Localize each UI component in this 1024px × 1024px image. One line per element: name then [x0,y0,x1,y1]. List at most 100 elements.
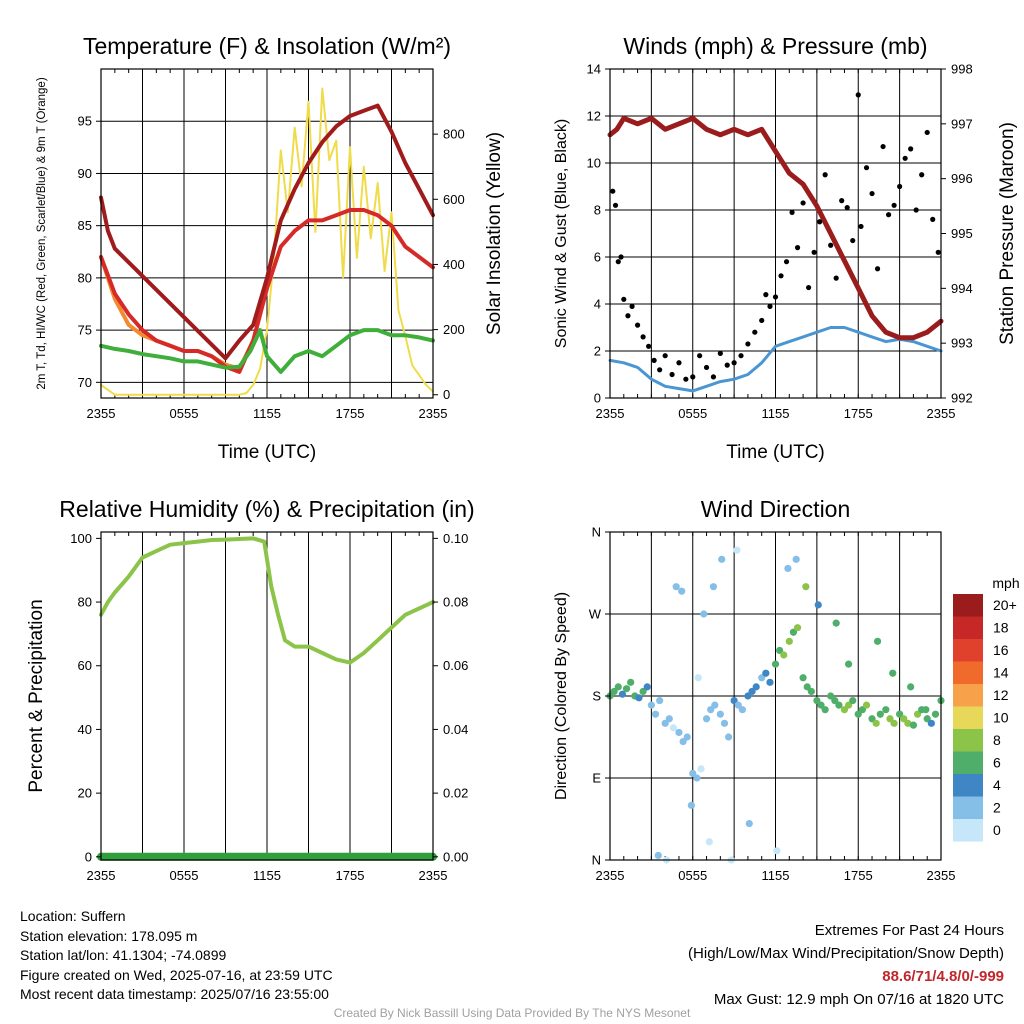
wind-direction-point [766,678,774,686]
wind-direction-point [889,669,897,677]
gust-point [800,200,806,206]
legend-label: 16 [993,642,1009,658]
x-tick-label: 2355 [596,868,625,883]
wind-direction-point [882,706,890,714]
gust-point [759,317,765,324]
y-tick-label: 80 [78,595,92,610]
winds-panel-title: Winds (mph) & Pressure (mb) [623,33,927,59]
x-tick-label: 2355 [87,406,116,421]
station-info: Location: Suffern Station elevation: 178… [20,907,333,1005]
wind-direction-point [622,685,631,693]
y-tick-label: 80 [78,270,92,285]
wind-direction-point [665,715,673,723]
gust-point [869,190,875,197]
wind-direction-point [627,678,635,686]
gust-point [789,209,795,215]
wind-direction-point [748,687,756,696]
y-tick-label: 95 [78,114,92,129]
gust-point [880,143,886,150]
y2-tick-label: 200 [443,322,465,337]
y-tick-label: 75 [78,323,92,338]
direction-y-label: Direction (Colored By Speed) [553,592,570,800]
y-tick-label: 40 [78,722,92,737]
gust-point [817,219,823,225]
y2-tick-label: 998 [951,62,973,77]
wind-direction-point [689,769,697,778]
y2-tick-label: 0.02 [443,786,468,801]
legend-label: 18 [993,620,1009,636]
y2-tick-label: 0 [443,387,450,402]
max-gust: Max Gust: 12.9 mph On 07/16 at 1820 UTC [713,991,1004,1008]
insolation-series [100,87,434,396]
wind-direction-point [618,690,627,698]
station-latlon: Station lat/lon: 41.1304; -74.0899 [20,947,227,963]
x-tick-label: 2355 [596,406,625,421]
wind-direction-point [669,724,678,732]
temp-2m-series [99,208,435,374]
gust-point [850,237,856,244]
legend-label: 4 [993,777,1001,793]
wind-direction-point [840,706,849,714]
y2-tick-label: 992 [951,391,973,406]
wind-direction-point [718,555,726,563]
gust-point [885,212,892,218]
wind-direction-point [738,706,747,714]
gust-point [822,172,828,178]
y2-tick-label: 400 [443,257,465,272]
gust-point [778,273,784,279]
x-tick-label: 1155 [762,868,790,883]
wind-direction-point [700,610,708,618]
y2-tick-label: 0.06 [443,658,468,673]
legend-swatch [953,661,983,684]
gust-point [913,207,919,213]
wind-direction-point [672,583,680,591]
wind-direction-point [773,847,781,855]
x-tick-label: 0555 [678,406,707,421]
legend-label: 12 [993,687,1009,703]
gust-point [621,296,627,302]
x-tick-label: 0555 [170,868,199,883]
wind-direction-point [683,733,691,741]
gust-point [610,188,616,194]
wind-direction-point [821,706,829,714]
y2-tick-label: 0.08 [443,595,468,610]
y2-tick-label: 996 [951,171,973,186]
plot-border [100,68,434,399]
y2-tick-label: 800 [443,127,465,142]
wind-direction-point [651,710,660,718]
x-tick-label: 2355 [87,868,116,883]
y-tick-label: 20 [78,786,92,801]
y-tick-label: 12 [587,109,601,124]
gust-point [919,172,925,178]
wind-direction-point [771,660,780,668]
wind-direction-point [780,651,788,659]
wind-direction-point [923,715,931,723]
wind-direction-point [900,715,908,723]
legend-swatch [953,706,983,729]
gust-point [763,292,769,298]
gust-point [738,353,744,359]
y-tick-label: 0 [594,391,601,406]
wind-direction-point [661,719,669,727]
most-recent-timestamp: Most recent data timestamp: 2025/07/16 2… [20,986,329,1002]
legend-swatch [953,796,983,819]
gust-point [683,376,689,382]
x-tick-label: 1155 [762,406,790,421]
gust-point [625,313,631,319]
y-tick-label: 8 [594,203,601,218]
wind-direction-point [844,660,853,668]
extremes-title: Extremes For Past 24 Hours [814,922,1004,939]
gust-point [703,364,710,371]
y2-tick-label: 995 [951,226,973,241]
gust-point [897,183,903,190]
y-tick-label: 0 [85,849,92,864]
wind-direction-point [799,674,807,682]
x-tick-label: 2355 [927,406,956,421]
x-tick-label: 1755 [336,406,365,421]
x-tick-label: 0555 [170,406,199,421]
wind-direction-point [730,696,738,705]
wind-direction-point [734,701,742,709]
gust-point [783,259,790,265]
x-tick-label: 0555 [678,868,707,883]
